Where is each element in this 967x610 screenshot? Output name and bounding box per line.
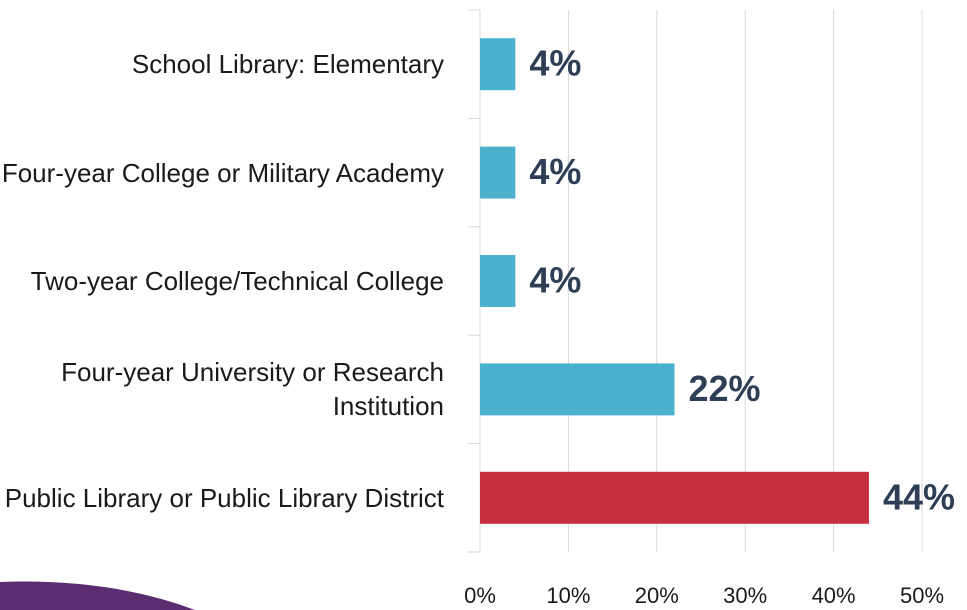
bar [480,146,516,199]
x-tick-label: 50% [900,583,944,608]
bar [480,38,516,91]
data-label: 4% [529,151,581,192]
x-tick-label: 20% [635,583,679,608]
category-label: Four-year University or Research Institu… [61,357,444,422]
x-tick-label: 30% [723,583,767,608]
decoration [0,581,195,610]
x-tick-label: 10% [546,583,590,608]
data-label: 22% [688,368,760,409]
bar [480,363,675,416]
category-label: Public Library or Public Library Distric… [4,482,444,513]
x-tick-label: 40% [812,583,856,608]
category-label: Four-year College or Military Academy [1,157,444,188]
data-label: 44% [883,476,955,517]
data-label: 4% [529,260,581,301]
category-label: School Library: Elementary [131,49,444,80]
x-tick-label: 0% [464,583,496,608]
bar [480,471,869,524]
data-label: 4% [529,43,581,84]
category-label: Two-year College/Technical College [30,266,444,296]
bar [480,255,516,307]
